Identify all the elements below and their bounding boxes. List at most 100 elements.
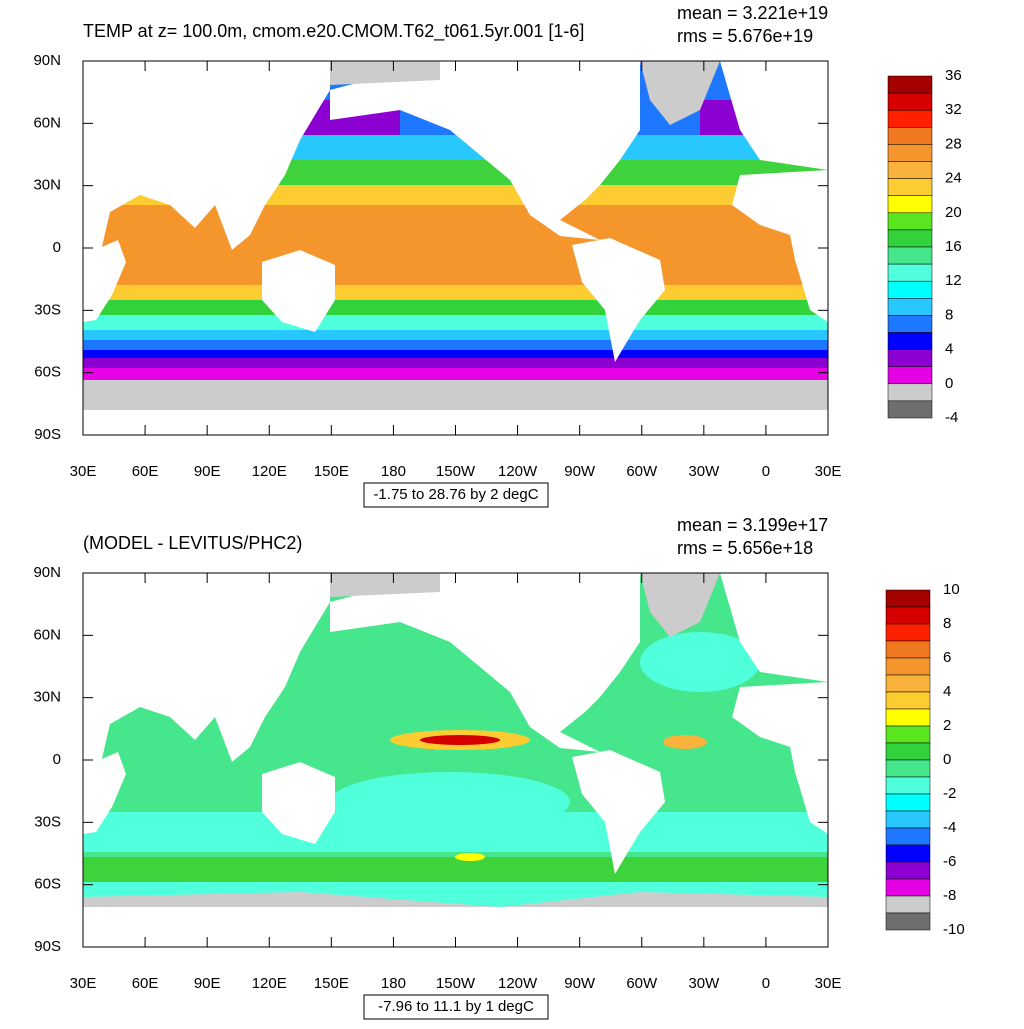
y-tick-label: 90S — [34, 938, 61, 955]
colorbar-box — [885, 759, 931, 778]
y-tick-label: 60S — [34, 876, 61, 893]
colorbar-label: 8 — [943, 615, 951, 632]
x-tick-label: 180 — [381, 975, 406, 992]
colorbar-label: 28 — [945, 135, 962, 152]
colorbar-label: 32 — [945, 101, 962, 118]
colorbar-label: -4 — [945, 409, 958, 426]
colorbar-label: 4 — [943, 683, 951, 700]
y-tick-label: 30S — [34, 301, 61, 318]
x-tick-label: 150E — [314, 463, 349, 480]
x-tick-label: 0 — [762, 463, 770, 480]
colorbar-box — [885, 742, 931, 761]
x-tick-label: 90W — [564, 975, 596, 992]
colorbar-box — [887, 349, 933, 367]
x-tick-label: 90E — [194, 975, 221, 992]
colorbar-label: 24 — [945, 170, 962, 187]
y-tick-label: 0 — [53, 751, 61, 768]
y-tick-label: 30N — [33, 177, 61, 194]
colorbar-box — [887, 75, 933, 94]
colorbar-label: 8 — [945, 306, 953, 323]
colorbar-box — [887, 332, 933, 350]
colorbar-box — [887, 400, 933, 419]
colorbar-box — [885, 793, 931, 812]
map-bottom — [83, 573, 828, 947]
x-tick-label: 60E — [132, 975, 159, 992]
colorbar-box — [887, 280, 933, 299]
colorbar-label: 6 — [943, 649, 951, 666]
x-tick-label: 60W — [626, 463, 658, 480]
mean-label: mean = 3.199e+17 — [677, 515, 828, 535]
colorbar-box — [885, 912, 931, 931]
y-tick-label: 90N — [33, 564, 61, 581]
colorbar-box — [887, 315, 933, 333]
colorbar-box — [885, 878, 931, 897]
colorbar-box — [885, 708, 931, 727]
colorbar-box — [887, 263, 933, 282]
colorbar-box — [885, 827, 931, 846]
colorbar-box — [887, 144, 933, 162]
x-tick-label: 60W — [626, 975, 658, 992]
colorbar-box — [885, 606, 931, 625]
colorbar-box — [887, 109, 933, 128]
colorbar-box — [885, 844, 931, 863]
y-tick-label: 90S — [34, 426, 61, 443]
mean-label: mean = 3.221e+19 — [677, 3, 828, 23]
x-tick-label: 120W — [498, 463, 538, 480]
x-tick-label: 30W — [688, 975, 720, 992]
colorbar-label: -4 — [943, 819, 956, 836]
colorbar-box — [885, 657, 931, 676]
y-tick-label: 0 — [53, 239, 61, 256]
colorbar-box — [887, 298, 933, 316]
range-label: -1.75 to 28.76 by 2 degC — [373, 486, 538, 503]
colorbar-label: -8 — [943, 887, 956, 904]
colorbar-box — [887, 212, 933, 231]
colorbar-box — [887, 195, 933, 214]
y-tick-label: 60N — [33, 626, 61, 643]
colorbar-box — [887, 229, 933, 248]
x-tick-label: 90W — [564, 463, 596, 480]
y-tick-label: 60N — [33, 114, 61, 131]
panel-title: (MODEL - LEVITUS/PHC2) — [83, 533, 302, 553]
colorbar-label: -6 — [943, 853, 956, 870]
range-box — [363, 994, 549, 1020]
colorbar-box — [885, 725, 931, 744]
panel-title: TEMP at z= 100.0m, cmom.e20.CMOM.T62_t06… — [83, 21, 584, 42]
x-tick-label: 30W — [688, 463, 720, 480]
colorbar-box — [885, 776, 931, 795]
colorbar-box — [885, 895, 931, 914]
colorbar-label: 2 — [943, 717, 951, 734]
colorbar-label: 4 — [945, 341, 953, 358]
colorbar-box — [885, 674, 931, 693]
x-tick-label: 180 — [381, 463, 406, 480]
colorbar-box — [885, 640, 931, 659]
range-label: -7.96 to 11.1 by 1 degC — [378, 998, 534, 1015]
x-tick-label: 30E — [70, 463, 97, 480]
y-tick-label: 60S — [34, 364, 61, 381]
colorbar-box — [885, 810, 931, 829]
x-tick-label: 150E — [314, 975, 349, 992]
map-top — [83, 61, 828, 435]
colorbar-label: 0 — [945, 375, 953, 392]
colorbar-label: 12 — [945, 272, 962, 289]
x-tick-label: 150W — [436, 975, 476, 992]
x-tick-label: 30E — [70, 975, 97, 992]
colorbar-box — [885, 691, 931, 710]
colorbar-label: 16 — [945, 238, 962, 255]
colorbar-label: -10 — [943, 921, 965, 938]
y-tick-label: 90N — [33, 52, 61, 69]
x-tick-label: 60E — [132, 463, 159, 480]
x-tick-label: 120E — [252, 463, 287, 480]
colorbar-box — [885, 623, 931, 642]
colorbar-box — [887, 127, 933, 145]
colorbar-label: -2 — [943, 785, 956, 802]
colorbar-box — [885, 589, 931, 608]
colorbar-box — [887, 383, 933, 402]
colorbar-box — [887, 92, 933, 111]
x-tick-label: 150W — [436, 463, 476, 480]
x-tick-label: 30E — [815, 463, 842, 480]
colorbar-label: 10 — [943, 581, 960, 598]
y-tick-label: 30S — [34, 813, 61, 830]
colorbar-label: 36 — [945, 67, 962, 84]
colorbar-box — [887, 366, 933, 385]
